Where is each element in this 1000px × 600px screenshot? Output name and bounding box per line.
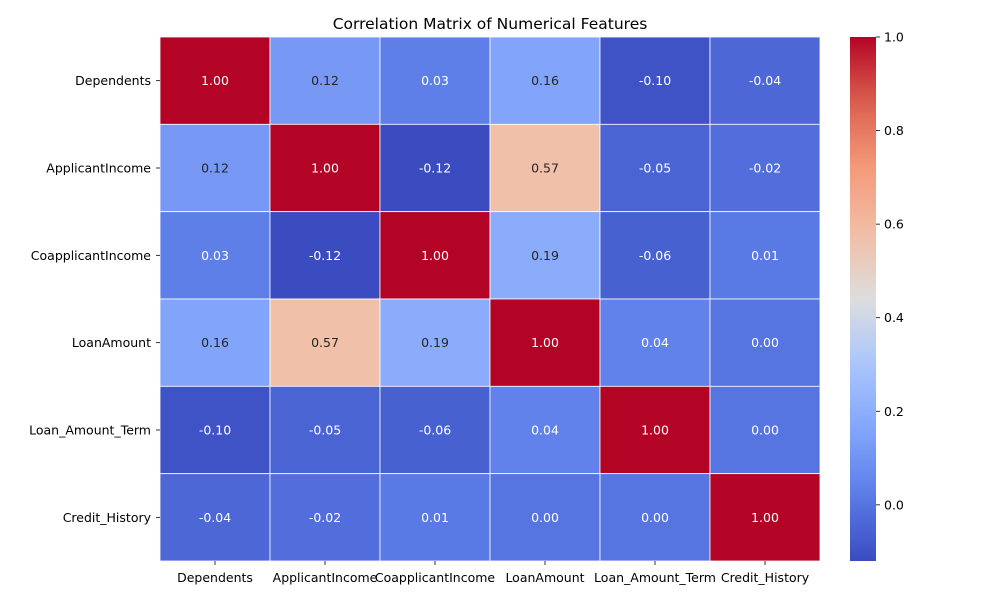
heatmap-cell-r5-c4 — [599, 473, 711, 562]
heatmap-cell-r2-c1 — [269, 211, 381, 300]
heatmap-cell-r3-c2 — [379, 298, 491, 387]
heatmap-cell-r5-c0 — [159, 473, 271, 562]
cell-value-label-r3-c3: 1.00 — [531, 335, 559, 350]
y-tick-label-4: Loan_Amount_Term — [29, 423, 151, 438]
heatmap-cell-r4-c2 — [379, 385, 491, 475]
cell-value-label-r2-c0: 0.03 — [201, 248, 229, 263]
cell-value-label-r0-c1: 0.12 — [311, 73, 339, 88]
cell-value-label-r5-c0: -0.04 — [199, 510, 231, 525]
x-tick-label-4: Loan_Amount_Term — [594, 570, 716, 585]
cell-value-label-r5-c4: 0.00 — [641, 510, 669, 525]
heatmap-cell-r1-c5 — [709, 123, 821, 213]
heatmap-cell-r0-c2 — [379, 36, 491, 125]
colorbar-tick-label-1: 0.2 — [884, 404, 904, 419]
x-tick-label-3: LoanAmount — [505, 570, 584, 585]
y-tick-label-5: Credit_History — [63, 510, 152, 525]
cell-value-label-r2-c3: 0.19 — [531, 248, 559, 263]
heatmap-cell-r0-c5 — [709, 36, 821, 125]
cell-value-label-r0-c3: 0.16 — [531, 73, 559, 88]
cell-value-label-r5-c1: -0.02 — [309, 510, 341, 525]
heatmap-cell-r0-c3 — [489, 36, 601, 125]
heatmap-cell-r0-c0 — [159, 36, 271, 125]
x-tick-label-2: CoapplicantIncome — [375, 570, 496, 585]
cell-value-label-r4-c2: -0.06 — [419, 423, 451, 438]
cell-value-label-r5-c3: 0.00 — [531, 510, 559, 525]
x-tick-label-0: Dependents — [177, 570, 253, 585]
cell-value-label-r4-c1: -0.05 — [309, 423, 341, 438]
heatmap-cell-r2-c0 — [159, 211, 271, 300]
colorbar-tick-label-0: 0.0 — [884, 497, 904, 512]
cell-value-label-r5-c5: 1.00 — [751, 510, 779, 525]
colorbar-tick-label-2: 0.4 — [884, 310, 904, 325]
colorbar: 0.0 0.2 0.4 0.6 0.8 1.0 — [850, 30, 904, 561]
cell-value-label-r1-c3: 0.57 — [531, 161, 559, 176]
heatmap-cell-r1-c3 — [489, 123, 601, 213]
cell-value-label-r3-c5: 0.00 — [751, 335, 779, 350]
y-axis-tick-labels: Dependents ApplicantIncome CoapplicantInco… — [29, 73, 160, 525]
heatmap-cell-r3-c1 — [269, 298, 381, 387]
cell-value-label-r2-c4: -0.06 — [639, 248, 671, 263]
colorbar-tick-label-3: 0.6 — [884, 217, 904, 232]
cell-value-label-r2-c5: 0.01 — [751, 248, 779, 263]
cell-value-label-r0-c4: -0.10 — [639, 73, 671, 88]
heatmap-cell-r4-c4 — [599, 385, 711, 475]
heatmap-cell-r2-c2 — [379, 211, 491, 300]
heatmap-cells: 1.00 0.12 0.03 0.16 -0.10 -0.04 0.12 1.00 -0.12 0… — [159, 36, 821, 562]
cell-value-label-r1-c0: 0.12 — [201, 161, 229, 176]
cell-value-label-r3-c2: 0.19 — [421, 335, 449, 350]
cell-value-label-r3-c4: 0.04 — [641, 335, 669, 350]
cell-value-label-r3-c1: 0.57 — [311, 335, 339, 350]
cell-value-label-r0-c5: -0.04 — [749, 73, 781, 88]
heatmap-cell-r3-c5 — [709, 298, 821, 387]
cell-value-label-r0-c0: 1.00 — [201, 73, 229, 88]
heatmap-cell-r4-c0 — [159, 385, 271, 475]
cell-value-label-r2-c1: -0.12 — [309, 248, 341, 263]
cell-value-label-r1-c5: -0.02 — [749, 161, 781, 176]
heatmap-cell-r0-c4 — [599, 36, 711, 125]
heatmap-cell-r4-c5 — [709, 385, 821, 475]
x-tick-label-5: Credit_History — [721, 570, 810, 585]
heatmap-cell-r3-c0 — [159, 298, 271, 387]
cell-value-label-r4-c3: 0.04 — [531, 423, 559, 438]
cell-value-label-r3-c0: 0.16 — [201, 335, 229, 350]
cell-value-label-r1-c1: 1.00 — [311, 161, 339, 176]
heatmap-cell-r2-c5 — [709, 211, 821, 300]
cell-value-label-r5-c2: 0.01 — [421, 510, 449, 525]
y-tick-label-2: CoapplicantIncome — [31, 248, 152, 263]
heatmap-cell-r3-c4 — [599, 298, 711, 387]
x-tick-label-1: ApplicantIncome — [273, 570, 378, 585]
cell-value-label-r0-c2: 0.03 — [421, 73, 449, 88]
colorbar-tick-label-5: 1.0 — [884, 30, 904, 45]
chart-title: Correlation Matrix of Numerical Features — [333, 15, 648, 33]
y-tick-label-3: LoanAmount — [72, 335, 151, 350]
heatmap-cell-r0-c1 — [269, 36, 381, 125]
cell-value-label-r2-c2: 1.00 — [421, 248, 449, 263]
heatmap-cell-r1-c1 — [269, 123, 381, 213]
heatmap-cell-r4-c3 — [489, 385, 601, 475]
cell-value-label-r1-c4: -0.05 — [639, 161, 671, 176]
y-tick-label-1: ApplicantIncome — [46, 161, 151, 176]
heatmap-cell-r5-c5 — [709, 473, 821, 562]
cell-value-label-r4-c0: -0.10 — [199, 423, 231, 438]
cell-value-label-r4-c5: 0.00 — [751, 423, 779, 438]
cell-value-label-r4-c4: 1.00 — [641, 423, 669, 438]
x-axis-tick-labels: Dependents ApplicantIncomeCoapplicantInco… — [177, 561, 810, 585]
heatmap-cell-r2-c3 — [489, 211, 601, 300]
colorbar-tick-label-4: 0.8 — [884, 123, 904, 138]
heatmap-cell-r3-c3 — [489, 298, 601, 387]
y-tick-label-0: Dependents — [75, 73, 151, 88]
heatmap-cell-r2-c4 — [599, 211, 711, 300]
colorbar-bar — [850, 37, 876, 561]
cell-value-label-r1-c2: -0.12 — [419, 161, 451, 176]
